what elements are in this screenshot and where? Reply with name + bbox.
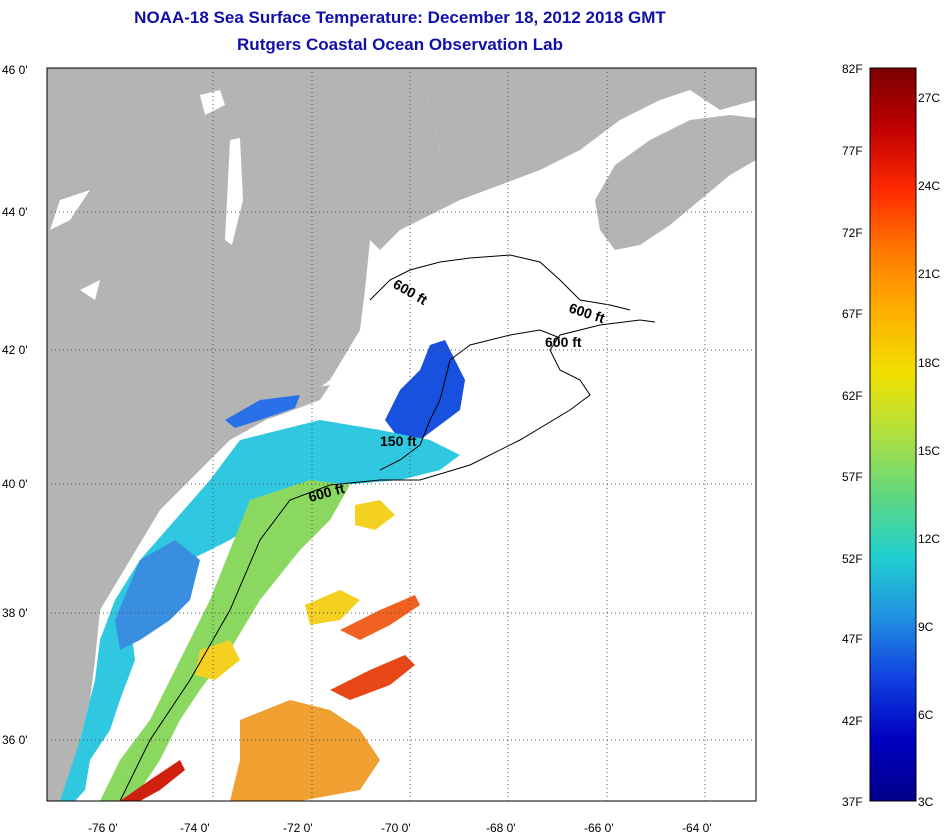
colorbar-celsius-labels: 27C 24C 21C 18C 15C 12C 9C 6C 3C	[918, 91, 940, 809]
sst-data-layer	[60, 340, 465, 801]
map-title: NOAA-18 Sea Surface Temperature: Decembe…	[134, 8, 666, 27]
colorbar-label-f: 62F	[842, 389, 863, 403]
sst-patch-shelf	[60, 420, 460, 801]
contour-150ft	[379, 329, 561, 471]
land-mainland	[47, 68, 440, 801]
sst-patch-georges-bank	[385, 340, 465, 440]
colorbar-label-c: 3C	[918, 795, 934, 809]
contour-label: 150 ft	[380, 433, 417, 449]
colorbar-label-f: 57F	[842, 470, 863, 484]
colorbar-label-c: 12C	[918, 532, 940, 546]
lon-label: -66 0'	[584, 821, 614, 835]
map-subtitle: Rutgers Coastal Ocean Observation Lab	[237, 35, 563, 54]
colorbar-label-f: 37F	[842, 795, 863, 809]
colorbar	[869, 67, 917, 802]
colorbar-fahrenheit-labels: 82F 77F 72F 67F 62F 57F 52F 47F 42F 37F	[842, 62, 863, 809]
sst-patch-warm-core	[195, 500, 395, 680]
longitude-labels: -76 0' -74 0' -72 0' -70 0' -68 0' -66 0…	[88, 821, 712, 835]
lat-label: 46 0'	[2, 63, 28, 77]
lon-label: -64 0'	[682, 821, 712, 835]
lat-label: 36 0'	[2, 733, 28, 747]
lon-label: -76 0'	[88, 821, 118, 835]
colorbar-label-f: 82F	[842, 62, 863, 76]
colorbar-label-c: 27C	[918, 91, 940, 105]
lon-label: -70 0'	[381, 821, 411, 835]
lat-label: 44 0'	[2, 205, 28, 219]
sst-patch-nearshore	[115, 540, 200, 650]
colorbar-label-c: 21C	[918, 267, 940, 281]
sst-patch-gulf-stream-a	[340, 595, 420, 640]
sst-patch-gulf-stream-c	[120, 760, 185, 801]
land-new-england	[370, 68, 756, 250]
map-frame	[46, 67, 757, 802]
lat-label: 40 0'	[2, 477, 28, 491]
lon-label: -68 0'	[486, 821, 516, 835]
colorbar-label-c: 15C	[918, 444, 940, 458]
sst-patch-gulf-maine	[225, 395, 300, 428]
sst-patch-offshore-warm	[230, 700, 380, 801]
colorbar-label-c: 9C	[918, 620, 934, 634]
lat-label: 38 0'	[2, 606, 28, 620]
colorbar-label-c: 18C	[918, 356, 940, 370]
colorbar-label-c: 24C	[918, 179, 940, 193]
colorbar-label-f: 47F	[842, 632, 863, 646]
colorbar-label-c: 6C	[918, 708, 934, 722]
colorbar-label-f: 77F	[842, 144, 863, 158]
colorbar-label-f: 42F	[842, 714, 863, 728]
lon-label: -74 0'	[180, 821, 210, 835]
sst-patch-gulf-stream-b	[330, 655, 415, 700]
land-nova-scotia	[595, 115, 756, 250]
colorbar-label-f: 52F	[842, 552, 863, 566]
lat-label: 42 0'	[2, 343, 28, 357]
contour-gulf-maine	[369, 254, 631, 311]
colorbar-label-f: 67F	[842, 307, 863, 321]
contour-label: 600 ft	[545, 334, 582, 350]
lon-label: -72 0'	[283, 821, 313, 835]
colorbar-label-f: 72F	[842, 226, 863, 240]
latitude-labels: 46 0' 44 0' 42 0' 40 0' 38 0' 36 0'	[2, 63, 28, 747]
